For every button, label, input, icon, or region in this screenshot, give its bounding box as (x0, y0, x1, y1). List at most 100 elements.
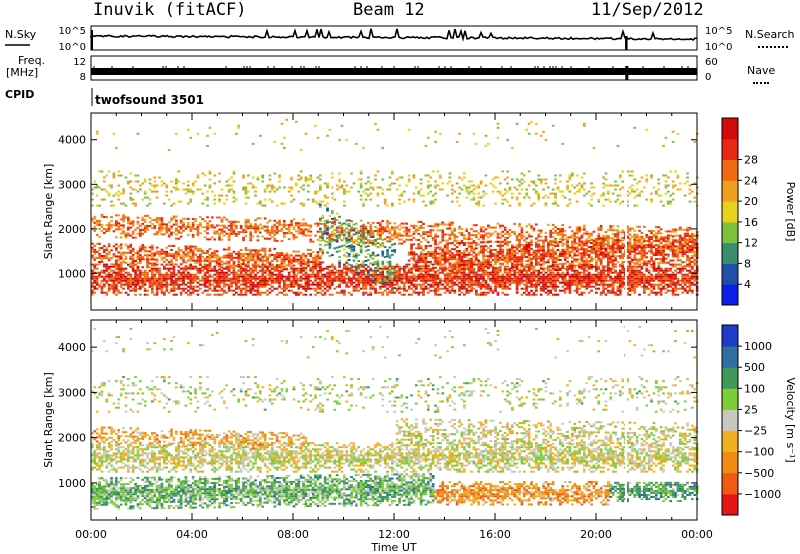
heatmap-cell (443, 258, 447, 261)
heatmap-cell (482, 277, 485, 280)
heatmap-cell (91, 192, 94, 195)
heatmap-cell (280, 273, 284, 276)
heatmap-cell (393, 275, 397, 278)
heatmap-cell (388, 188, 392, 191)
heatmap-cell (503, 283, 507, 286)
heatmap-cell (225, 248, 229, 251)
heatmap-cell (167, 233, 171, 236)
heatmap-cell (525, 275, 529, 278)
heatmap-cell (227, 256, 231, 259)
heatmap-cell (374, 291, 377, 294)
heatmap-cell (403, 240, 406, 243)
heatmap-cell (398, 287, 401, 290)
heatmap-cell (499, 266, 502, 269)
heatmap-cell (103, 277, 106, 280)
heatmap-cell (187, 285, 190, 288)
heatmap-cell (155, 285, 159, 288)
heatmap-cell (446, 260, 449, 263)
heatmap-cell (434, 291, 437, 294)
heatmap-cell (235, 226, 238, 229)
heatmap-cell (539, 293, 543, 296)
heatmap-cell (316, 230, 320, 233)
heatmap-cell (290, 178, 293, 181)
heatmap-cell (328, 254, 332, 257)
heatmap-cell (424, 275, 428, 278)
heatmap-cell (251, 281, 255, 284)
heatmap-cell (254, 231, 257, 234)
heatmap-cell (487, 275, 490, 278)
heatmap-cell (179, 273, 183, 276)
heatmap-cell (249, 277, 253, 280)
heatmap-cell (237, 265, 241, 268)
heatmap-cell (254, 225, 257, 228)
heatmap-cell (244, 188, 248, 191)
heatmap-cell (417, 229, 421, 231)
heatmap-cell (110, 285, 113, 288)
heatmap-cell (376, 279, 380, 282)
heatmap-cell (369, 234, 373, 237)
heatmap-cell (295, 230, 298, 233)
heatmap-cell (515, 268, 519, 271)
heatmap-cell (395, 226, 399, 229)
heatmap-cell (407, 281, 411, 284)
heatmap-cell (292, 267, 296, 270)
heatmap-cell (518, 225, 521, 228)
heatmap-cell (278, 271, 281, 274)
heatmap-cell (143, 287, 147, 290)
heatmap-cell (153, 219, 157, 222)
heatmap-cell (115, 247, 118, 250)
heatmap-cell (463, 279, 466, 282)
heatmap-cell (134, 273, 137, 276)
heatmap-cell (184, 247, 188, 250)
heatmap-cell (539, 235, 543, 238)
heatmap-cell (511, 269, 514, 272)
heatmap-cell (484, 174, 488, 177)
heatmap-cell (103, 216, 106, 218)
heatmap-cell (511, 250, 514, 253)
heatmap-cell (203, 266, 207, 268)
heatmap-cell (451, 200, 454, 203)
heatmap-cell (489, 287, 493, 290)
heatmap-cell (259, 265, 262, 268)
heatmap-cell (532, 277, 536, 280)
heatmap-cell (139, 285, 142, 288)
heatmap-cell (189, 279, 193, 282)
heatmap-cell (350, 235, 353, 238)
heatmap-cell (263, 204, 267, 207)
heatmap-cell (297, 258, 301, 261)
heatmap-cell (227, 277, 231, 280)
heatmap-cell (266, 293, 269, 296)
heatmap-cell (355, 254, 358, 257)
heatmap-cell (338, 231, 341, 234)
heatmap-cell (244, 247, 248, 250)
heatmap-cell (350, 277, 353, 280)
heatmap-cell (91, 248, 94, 251)
heatmap-cell (98, 252, 101, 255)
heatmap-cell (297, 226, 301, 229)
heatmap-cell (189, 259, 193, 262)
heatmap-cell (232, 277, 236, 280)
heatmap-cell (417, 220, 421, 223)
heatmap-cell (287, 238, 291, 241)
heatmap-cell (225, 256, 229, 259)
heatmap-cell (230, 230, 233, 233)
heatmap-cell (107, 230, 111, 233)
heatmap-cell (508, 281, 512, 284)
heatmap-cell (400, 275, 404, 278)
heatmap-cell (134, 264, 137, 266)
heatmap-cell (369, 241, 373, 244)
heatmap-cell (119, 247, 123, 250)
heatmap-cell (170, 231, 173, 234)
heatmap-cell (283, 220, 286, 222)
heatmap-cell (283, 224, 286, 226)
heatmap-cell (451, 272, 454, 275)
heatmap-cell (206, 196, 209, 199)
heatmap-cell (419, 265, 423, 268)
freq-label: Freq. (18, 54, 46, 67)
heatmap-cell (535, 237, 538, 240)
heatmap-cell (427, 235, 430, 238)
heatmap-cell (196, 255, 200, 258)
heatmap-cell (467, 281, 471, 284)
heatmap-cell (285, 224, 289, 226)
heatmap-cell (443, 254, 447, 257)
